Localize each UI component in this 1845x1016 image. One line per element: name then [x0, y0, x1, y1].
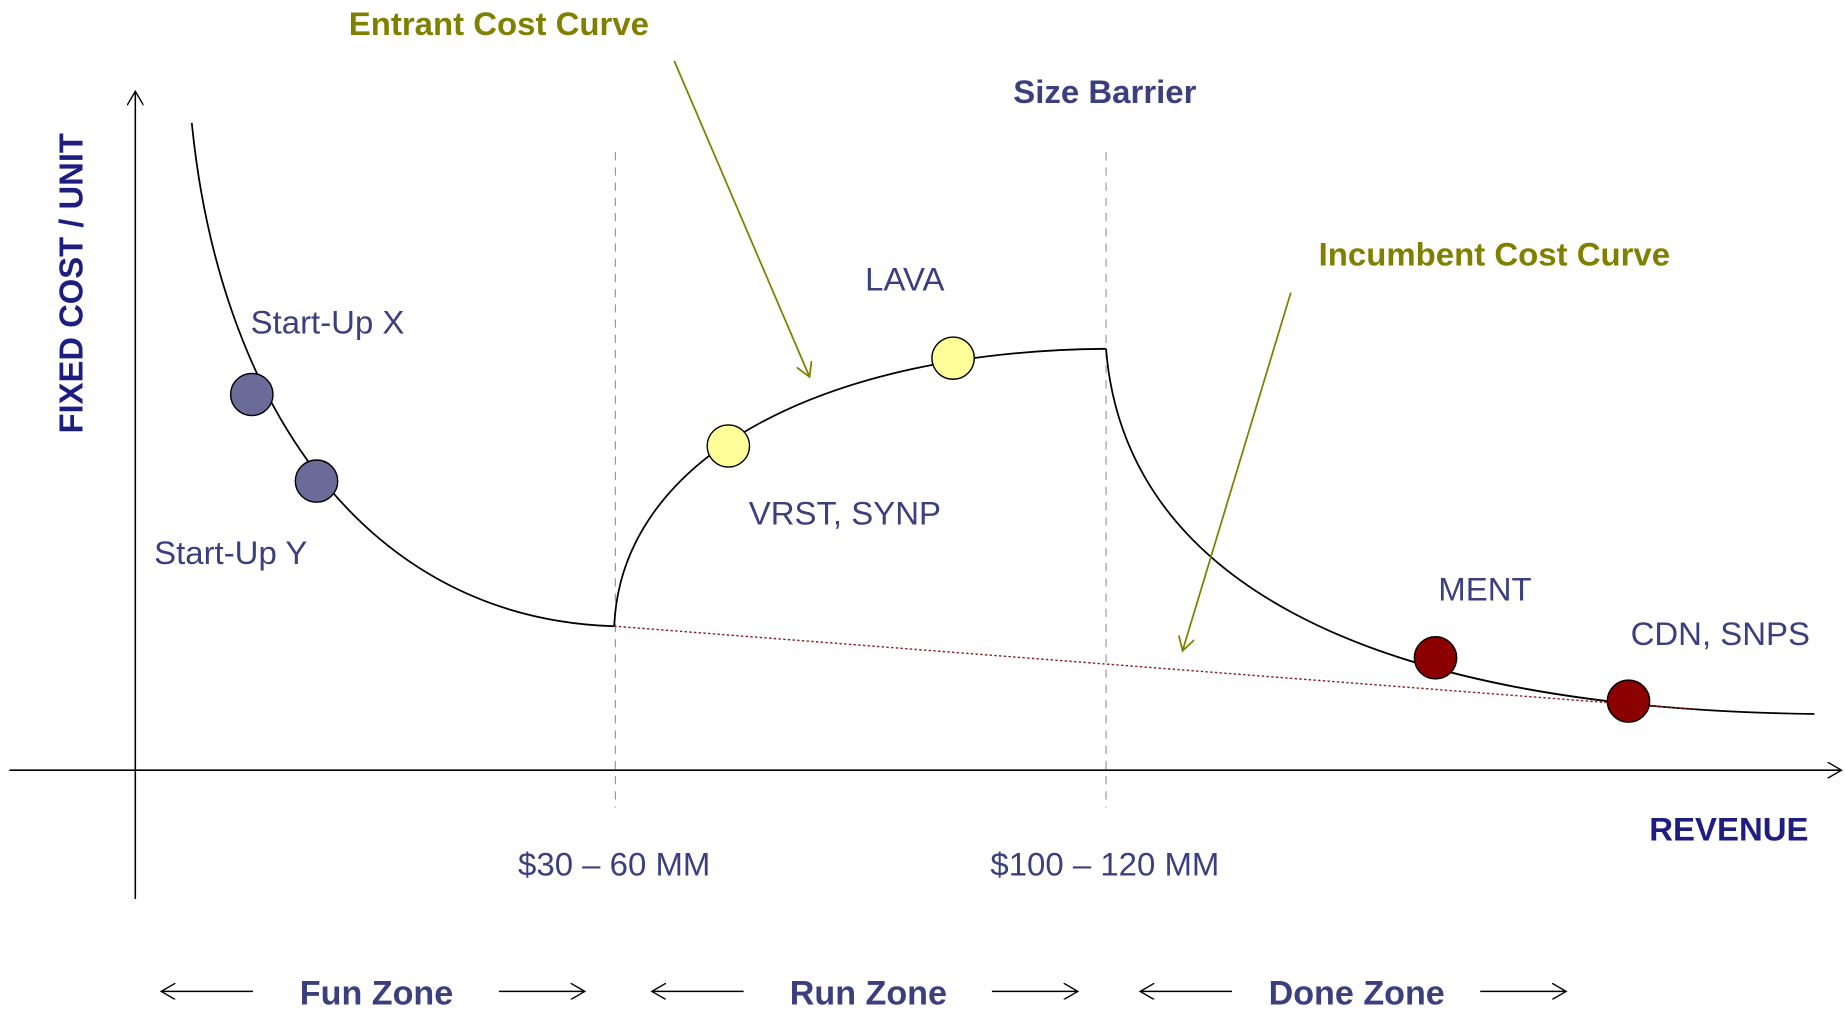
curve	[613, 347, 1107, 627]
point	[294, 459, 339, 503]
point-label: MENT	[1438, 571, 1531, 608]
point	[229, 372, 274, 417]
axis-label: FIXED COST / UNIT	[52, 133, 89, 433]
callout-arrow	[673, 60, 809, 377]
point-label: Start-Up Y	[154, 534, 307, 571]
point-label: CDN, SNPS	[1631, 615, 1810, 652]
point	[1413, 636, 1458, 680]
callout: Size Barrier	[1013, 73, 1196, 110]
zone-label: Run Zone	[790, 974, 947, 1012]
point	[931, 336, 975, 380]
callout: Incumbent Cost Curve	[1319, 236, 1670, 273]
point-label: VRST, SYNP	[749, 494, 941, 531]
callout-arrow	[1183, 292, 1292, 651]
callout: Entrant Cost Curve	[349, 5, 649, 42]
threshold-label: $30 – 60 MM	[518, 846, 710, 883]
point	[1606, 679, 1651, 723]
point-label: Start-Up X	[251, 304, 405, 341]
threshold-label: $100 – 120 MM	[990, 846, 1219, 883]
point	[706, 424, 751, 468]
curve	[1105, 348, 1815, 715]
axis-label: REVENUE	[1649, 811, 1808, 848]
point-label: LAVA	[865, 260, 944, 297]
incumbent-line	[614, 625, 1695, 711]
zone-label: Fun Zone	[300, 974, 453, 1012]
zone-label: Done Zone	[1269, 974, 1445, 1012]
